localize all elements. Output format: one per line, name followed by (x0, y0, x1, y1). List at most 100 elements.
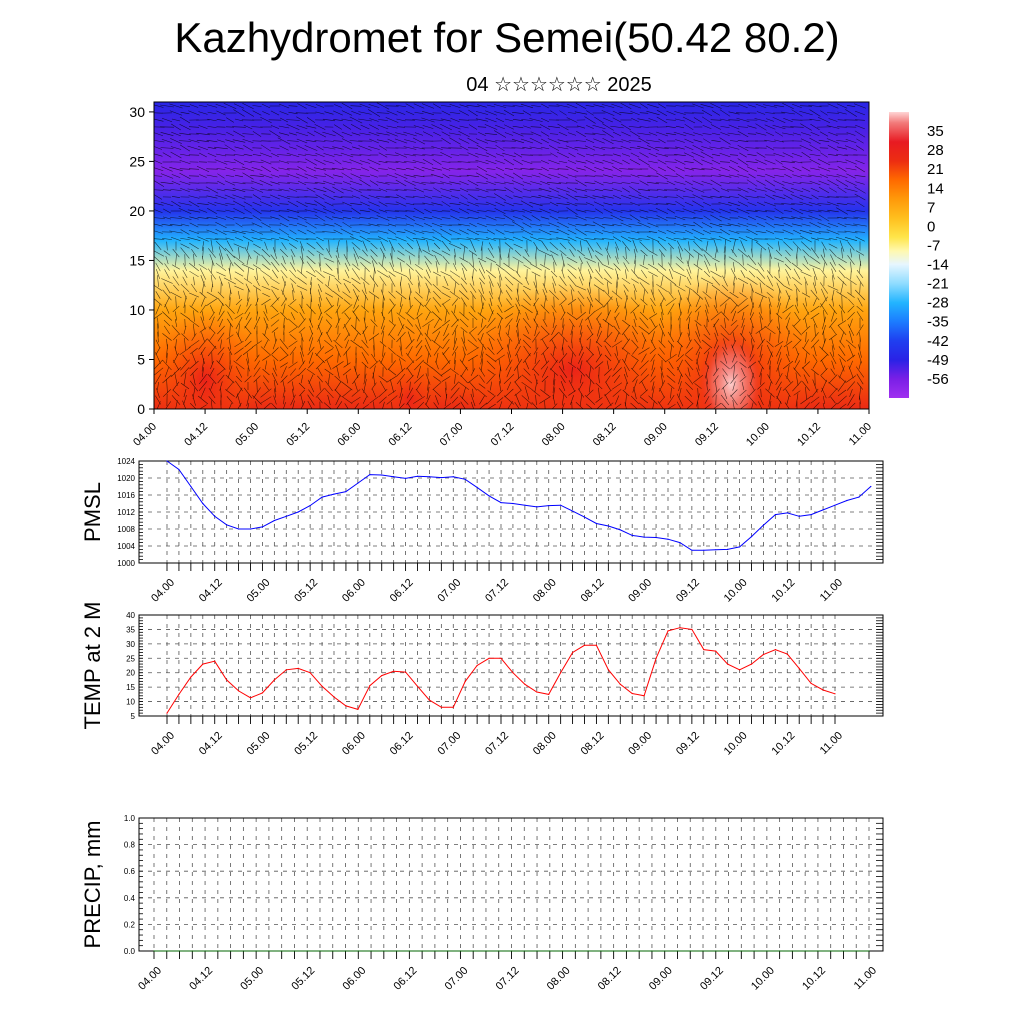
data-point (428, 476, 430, 478)
wind-barb (417, 317, 421, 329)
wind-barb (241, 264, 255, 270)
wind-barb (774, 231, 784, 233)
wind-barb (171, 174, 181, 178)
wind-barb (533, 281, 539, 295)
wind-barb (604, 368, 612, 376)
wind-barb (324, 387, 334, 399)
wind-barb (157, 381, 159, 391)
x-tick-label: 08.00 (531, 577, 559, 605)
wind-barb (542, 352, 548, 364)
wind-barb (163, 282, 171, 294)
wind-barb (703, 333, 711, 341)
wind-barb (742, 254, 744, 266)
x-tick-label: 10.12 (769, 577, 797, 605)
wind-barb (495, 124, 505, 130)
wind-barb (704, 296, 710, 308)
wind-barb (836, 174, 848, 178)
wind-barb (794, 283, 800, 293)
wind-barb (666, 208, 676, 214)
wind-barb (197, 203, 209, 205)
wind-barb (359, 160, 371, 164)
wind-barb (459, 359, 469, 371)
wind-barb (668, 262, 674, 272)
wind-barb (574, 146, 588, 150)
wind-barb (541, 166, 549, 172)
wind-barb (450, 381, 460, 391)
wind-barb (818, 196, 830, 198)
x-tick-label: 08.12 (579, 730, 607, 758)
wind-barb (368, 291, 380, 299)
wind-barb (244, 332, 252, 342)
wind-barb (215, 194, 227, 200)
wind-barb (638, 277, 650, 285)
wind-barb (460, 327, 468, 333)
data-point (421, 950, 423, 952)
wind-barb (782, 152, 794, 158)
wind-barb (336, 284, 340, 292)
wind-barb (367, 189, 381, 191)
wind-barb (188, 110, 200, 116)
wind-barb (398, 403, 405, 409)
wind-barb (757, 382, 765, 390)
data-point (333, 493, 335, 495)
wind-barb (847, 241, 855, 251)
wind-barb (507, 339, 511, 349)
wind-barb (801, 241, 811, 251)
wind-barb (440, 271, 452, 277)
wind-barb (378, 160, 388, 164)
wind-barb (720, 126, 730, 128)
wind-barb (664, 175, 678, 177)
wind-barb (342, 124, 352, 130)
data-point (822, 509, 824, 511)
wind-barb (470, 401, 474, 409)
wind-barb (612, 117, 622, 123)
wind-barb (234, 118, 244, 122)
wind-barb (310, 309, 312, 323)
wind-barb (206, 195, 218, 199)
wind-barb (306, 117, 316, 123)
wind-barb (316, 241, 324, 251)
wind-barb (674, 284, 686, 292)
wind-barb (693, 158, 703, 166)
wind-barb (831, 338, 835, 350)
wind-barb (810, 305, 820, 313)
wind-barb (413, 125, 425, 129)
x-tick-label: 05.00 (233, 421, 261, 449)
wind-barb (251, 237, 263, 241)
wind-barb (201, 358, 205, 372)
wind-barb (586, 360, 594, 370)
wind-barb (238, 247, 240, 259)
wind-barb (178, 216, 192, 220)
wind-barb (638, 194, 650, 200)
wind-barb (179, 105, 191, 107)
y-tick-label: 25 (126, 654, 135, 663)
wind-barb (549, 368, 559, 376)
wind-barb (415, 388, 423, 398)
wind-barb (368, 195, 380, 199)
wind-barb (225, 203, 235, 205)
data-point (631, 534, 633, 537)
data-point (607, 525, 610, 527)
wind-barb (413, 216, 425, 220)
wind-barb (713, 323, 719, 337)
wind-barb (270, 147, 280, 149)
wind-barb (665, 353, 677, 363)
wind-barb (650, 297, 656, 307)
wind-barb (821, 241, 827, 251)
wind-barb (210, 360, 214, 370)
wind-barb (405, 196, 415, 198)
wind-barb (541, 375, 549, 383)
wind-barb (328, 239, 330, 253)
wind-barb (745, 236, 759, 242)
wind-barb (828, 131, 838, 137)
x-tick-label: 07.00 (435, 730, 463, 758)
wind-barb (678, 381, 682, 391)
wind-barb (722, 368, 728, 376)
wind-barb (678, 373, 682, 385)
wind-barb (218, 352, 224, 364)
wind-barb (209, 305, 215, 313)
wind-barb (476, 166, 488, 172)
y-axis-title: PMSL (80, 482, 105, 542)
wind-barb (594, 180, 604, 186)
wind-barb (289, 146, 297, 150)
